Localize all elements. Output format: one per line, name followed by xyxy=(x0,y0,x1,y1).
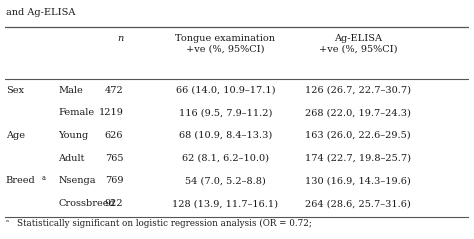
Text: ᵃ: ᵃ xyxy=(6,219,9,227)
Text: 126 (26.7, 22.7–30.7): 126 (26.7, 22.7–30.7) xyxy=(305,86,411,95)
Text: 765: 765 xyxy=(105,154,123,163)
Text: 472: 472 xyxy=(104,86,123,95)
Text: Young: Young xyxy=(58,131,89,140)
Text: 62 (8.1, 6.2–10.0): 62 (8.1, 6.2–10.0) xyxy=(182,154,269,163)
Text: 54 (7.0, 5.2–8.8): 54 (7.0, 5.2–8.8) xyxy=(185,176,266,185)
Text: 68 (10.9, 8.4–13.3): 68 (10.9, 8.4–13.3) xyxy=(179,131,272,140)
Text: Ag-ELISA
+ve (%, 95%CI): Ag-ELISA +ve (%, 95%CI) xyxy=(319,34,397,53)
Text: 130 (16.9, 14.3–19.6): 130 (16.9, 14.3–19.6) xyxy=(305,176,410,185)
Text: Adult: Adult xyxy=(58,154,85,163)
Text: Male: Male xyxy=(58,86,83,95)
Text: 1219: 1219 xyxy=(98,108,123,117)
Text: 264 (28.6, 25.7–31.6): 264 (28.6, 25.7–31.6) xyxy=(305,199,410,208)
Text: 922: 922 xyxy=(105,199,123,208)
Text: Breed: Breed xyxy=(6,176,36,185)
Text: 163 (26.0, 22.6–29.5): 163 (26.0, 22.6–29.5) xyxy=(305,131,410,140)
Text: and Ag-ELISA: and Ag-ELISA xyxy=(6,8,75,17)
Text: n: n xyxy=(117,34,123,43)
Text: Sex: Sex xyxy=(6,86,24,95)
Text: Female: Female xyxy=(58,108,94,117)
Text: Statistically significant on logistic regression analysis (OR = 0.72;: Statistically significant on logistic re… xyxy=(17,219,312,228)
Text: 66 (14.0, 10.9–17.1): 66 (14.0, 10.9–17.1) xyxy=(176,86,275,95)
Text: 268 (22.0, 19.7–24.3): 268 (22.0, 19.7–24.3) xyxy=(305,108,410,117)
Text: 174 (22.7, 19.8–25.7): 174 (22.7, 19.8–25.7) xyxy=(305,154,411,163)
Text: 128 (13.9, 11.7–16.1): 128 (13.9, 11.7–16.1) xyxy=(173,199,278,208)
Text: a: a xyxy=(42,174,46,182)
Text: Tongue examination
+ve (%, 95%CI): Tongue examination +ve (%, 95%CI) xyxy=(175,34,275,53)
Text: Crossbreed: Crossbreed xyxy=(58,199,115,208)
Text: Nsenga: Nsenga xyxy=(58,176,96,185)
Text: Age: Age xyxy=(6,131,25,140)
Text: 116 (9.5, 7.9–11.2): 116 (9.5, 7.9–11.2) xyxy=(179,108,272,117)
Text: 626: 626 xyxy=(105,131,123,140)
Text: 769: 769 xyxy=(105,176,123,185)
